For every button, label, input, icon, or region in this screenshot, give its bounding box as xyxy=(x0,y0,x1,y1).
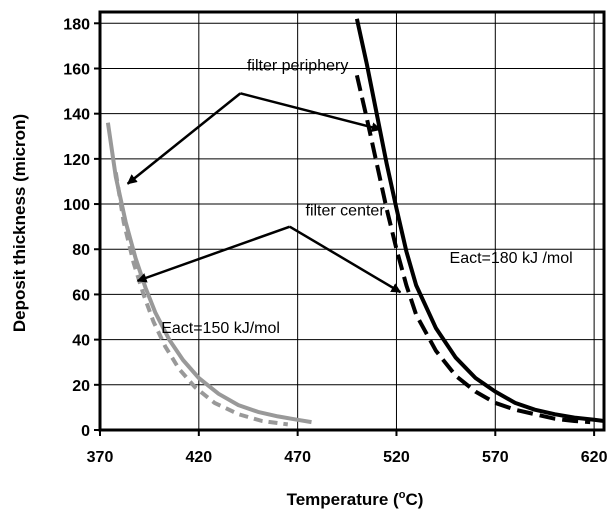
series-group xyxy=(105,18,605,427)
annotation-arrow-4 xyxy=(289,225,402,294)
y-tick-label: 40 xyxy=(72,333,90,350)
arrow-group xyxy=(126,92,402,294)
x-tick-label: 370 xyxy=(87,449,114,466)
y-tick-label: 120 xyxy=(63,152,90,169)
annotation-label-1: filter periphery xyxy=(247,58,348,75)
series-line-2 xyxy=(113,172,289,427)
y-tick-label: 160 xyxy=(63,61,90,78)
y-tick-label: 100 xyxy=(63,197,90,214)
annotations: filter periphery filter center Eact=180 kJ… xyxy=(161,58,572,337)
annotation-arrow-2 xyxy=(240,92,382,133)
annotation-arrow-1 xyxy=(126,92,242,185)
y-tick-label: 0 xyxy=(81,423,90,440)
y-tick-label: 20 xyxy=(72,378,90,395)
series-line-4 xyxy=(354,74,591,425)
x-tick-label: 520 xyxy=(383,449,410,466)
grid xyxy=(99,12,604,431)
annotation-arrow-3 xyxy=(136,225,291,283)
x-tick-label: 620 xyxy=(581,449,608,466)
x-tick-label: 470 xyxy=(284,449,311,466)
y-tick-label: 80 xyxy=(72,242,90,259)
annotation-label-2: filter center xyxy=(306,202,386,219)
series-line-1 xyxy=(105,122,312,425)
annotation-label-3: Eact=180 kJ /mol xyxy=(450,250,573,267)
series-line-3 xyxy=(354,18,605,423)
y-tick-labels: 0 20 40 60 80 100 120 140 160 180 xyxy=(63,16,100,440)
annotation-label-4: Eact=150 kJ/mol xyxy=(161,320,280,337)
y-tick-label: 140 xyxy=(63,107,90,124)
x-axis-title: Temperature (oC) xyxy=(287,489,424,509)
x-tick-label: 570 xyxy=(482,449,509,466)
y-tick-label: 180 xyxy=(63,16,90,33)
x-tick-label: 420 xyxy=(185,449,212,466)
plot-frame xyxy=(98,10,606,432)
y-tick-label: 60 xyxy=(72,287,90,304)
y-axis-title: Deposit thickness (micron) xyxy=(10,114,29,332)
x-tick-labels: 370 420 470 520 570 620 xyxy=(87,430,608,466)
